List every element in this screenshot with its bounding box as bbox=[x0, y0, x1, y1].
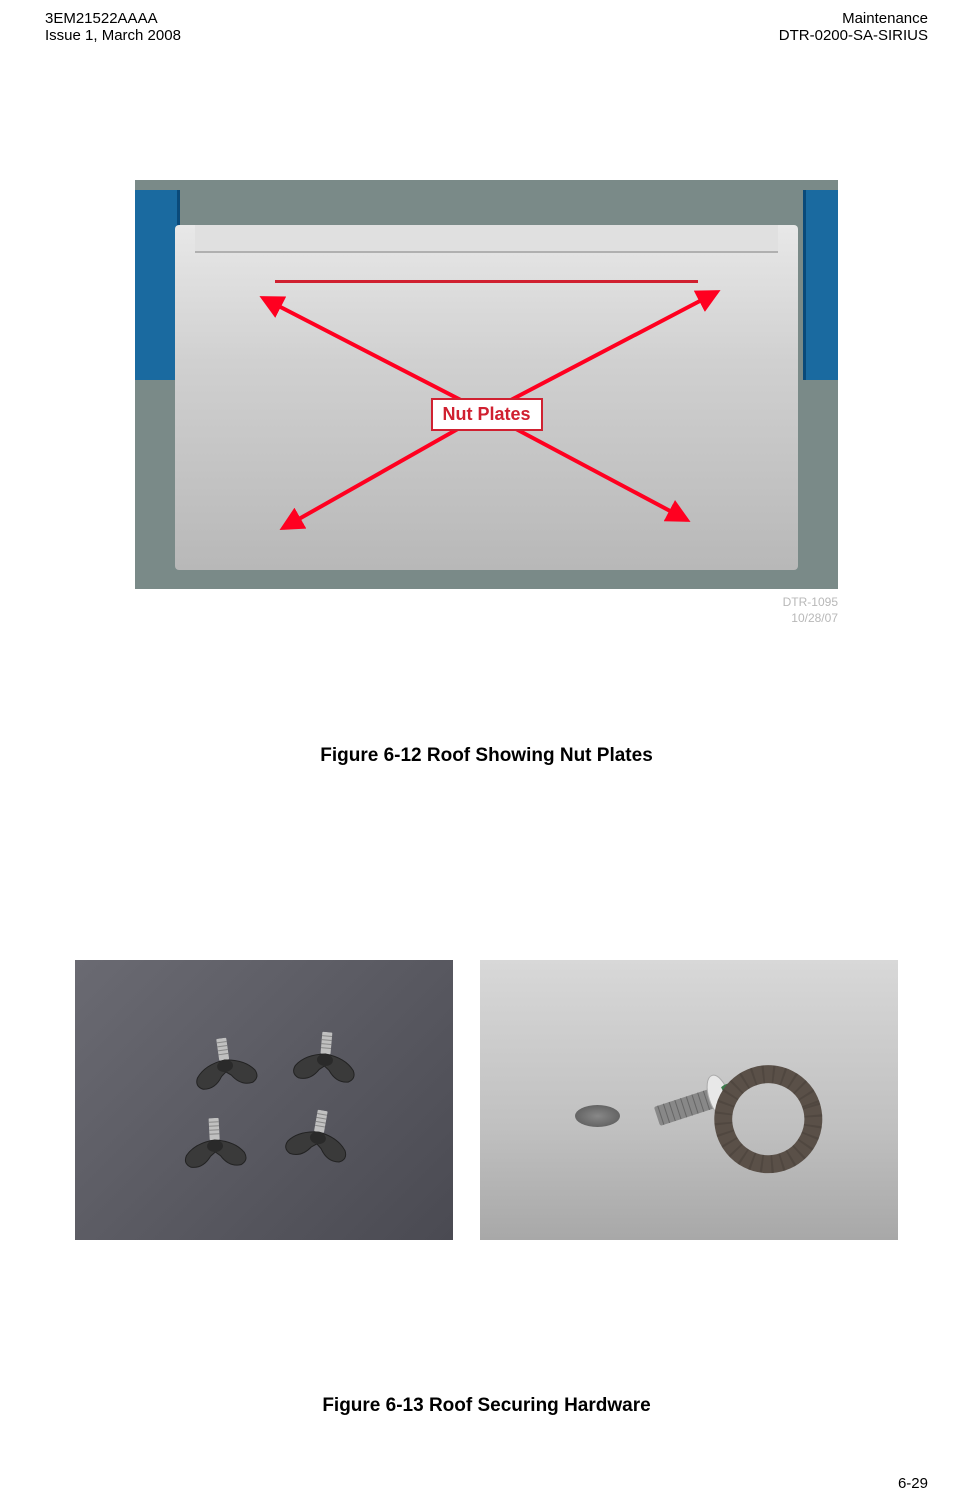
wing-nut bbox=[187, 1033, 264, 1097]
panel-recess bbox=[575, 1105, 620, 1127]
roof-ridge bbox=[195, 225, 778, 253]
doc-code: 3EM21522AAAA bbox=[45, 10, 181, 27]
nut-plates-label: Nut Plates bbox=[430, 398, 542, 431]
wing-nut bbox=[288, 1029, 363, 1090]
figure-6-12-image: Nut Plates bbox=[135, 180, 838, 589]
header-left: 3EM21522AAAA Issue 1, March 2008 bbox=[45, 10, 181, 44]
figure-6-13-left-image bbox=[75, 960, 453, 1240]
page-header: 3EM21522AAAA Issue 1, March 2008 Mainten… bbox=[0, 0, 973, 44]
header-right: Maintenance DTR-0200-SA-SIRIUS bbox=[779, 10, 928, 44]
roof-red-stripe bbox=[275, 280, 698, 283]
figure-6-13-caption: Figure 6-13 Roof Securing Hardware bbox=[0, 1395, 973, 1417]
figure-6-12-caption: Figure 6-12 Roof Showing Nut Plates bbox=[0, 745, 973, 767]
doc-model: DTR-0200-SA-SIRIUS bbox=[779, 27, 928, 44]
figure-6-12-ref: DTR-1095 10/28/07 bbox=[135, 595, 838, 626]
figure-6-13-right-image bbox=[480, 960, 898, 1240]
cart-rail-right bbox=[803, 190, 838, 380]
ref-date: 10/28/07 bbox=[135, 611, 838, 627]
eye-bolt bbox=[645, 1045, 825, 1215]
doc-issue: Issue 1, March 2008 bbox=[45, 27, 181, 44]
ref-code: DTR-1095 bbox=[135, 595, 838, 611]
figure-6-13-container bbox=[75, 960, 898, 1240]
section-name: Maintenance bbox=[779, 10, 928, 27]
cart-rail-left bbox=[135, 190, 180, 380]
page-number: 6-29 bbox=[898, 1475, 928, 1492]
wing-nut bbox=[279, 1104, 357, 1170]
figure-6-12-container: Nut Plates DTR-1095 10/28/07 bbox=[135, 180, 838, 626]
wing-nut bbox=[179, 1116, 252, 1175]
